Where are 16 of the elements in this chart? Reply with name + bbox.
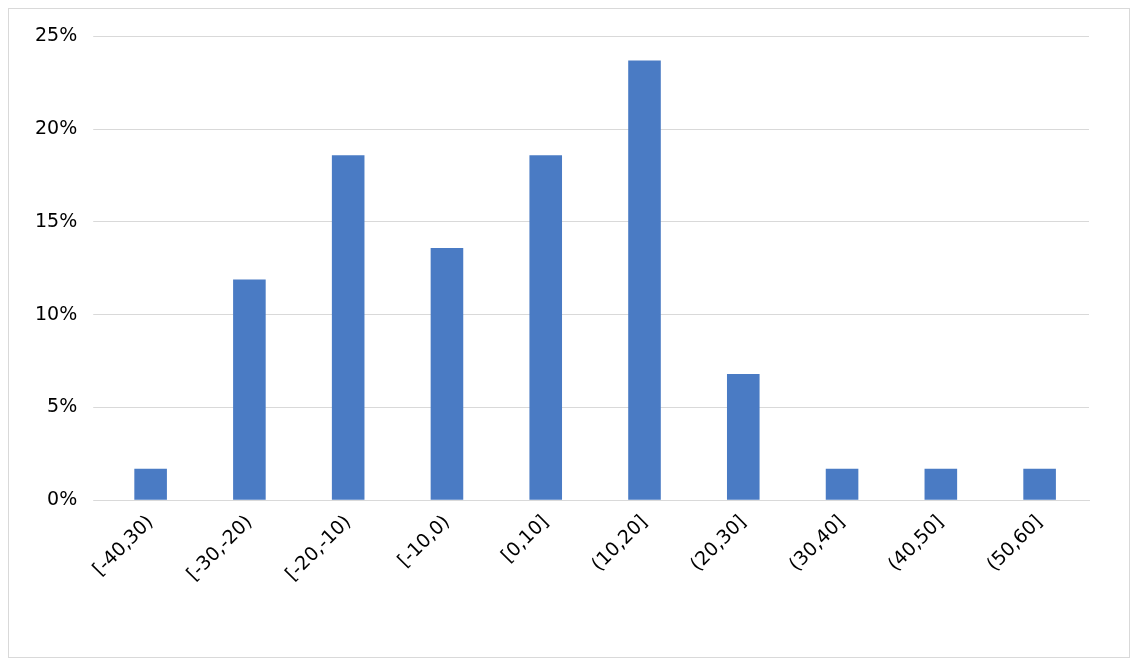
bar — [825, 468, 859, 500]
bar — [233, 279, 266, 500]
bar — [529, 155, 563, 500]
y-tick-label: 15% — [35, 208, 78, 231]
y-tick-label: 25% — [35, 23, 78, 46]
y-tick-label: 10% — [35, 301, 78, 324]
bar — [1023, 468, 1056, 500]
y-tick-label: 5% — [47, 394, 78, 417]
y-tick-label: 0% — [47, 487, 78, 510]
bar — [331, 155, 365, 500]
bar — [134, 468, 167, 500]
y-tick-label: 20% — [35, 116, 78, 139]
bar — [726, 374, 760, 500]
bar — [430, 247, 464, 500]
bar — [628, 60, 661, 500]
bar — [924, 468, 958, 500]
